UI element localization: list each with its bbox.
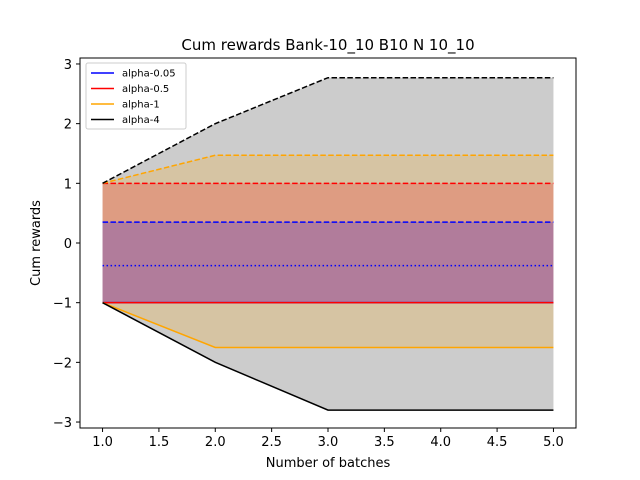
y-tick-label: −3: [53, 416, 72, 431]
y-axis-ticks: −3 −2 −1 0 1 2 3: [53, 58, 80, 431]
x-tick-label: 3.0: [318, 435, 339, 450]
legend-frame: [85, 62, 187, 130]
y-tick-label: 0: [64, 237, 72, 252]
confidence-bands: [102, 77, 554, 411]
x-tick-label: 2.0: [205, 435, 226, 450]
x-axis-label: Number of batches: [266, 456, 391, 471]
alpha-4-lower-line: [102, 302, 554, 411]
y-tick-label: −1: [53, 297, 72, 312]
alpha-1-band: [102, 155, 554, 348]
series-lines: [102, 76, 554, 411]
x-tick-label: 4.0: [430, 435, 451, 450]
alpha-0.5-band: [102, 183, 554, 303]
y-tick-label: 3: [64, 58, 72, 73]
chart-title: Cum rewards Bank-10_10 B10 N 10_10: [181, 36, 474, 55]
x-tick-label: 5.0: [543, 435, 564, 450]
alpha-4-upper-line: [102, 76, 554, 184]
y-tick-label: −2: [53, 356, 72, 371]
alpha-1-lower-line: [102, 301, 554, 349]
x-tick-label: 2.5: [261, 435, 282, 450]
alpha-4-band: [102, 77, 554, 411]
x-tick-label: 1.0: [92, 435, 113, 450]
alpha-0.5-legend-label: alpha-0.5: [122, 84, 169, 95]
x-tick-label: 4.5: [487, 435, 508, 450]
alpha-1-legend-label: alpha-1: [122, 100, 160, 111]
x-tick-label: 3.5: [374, 435, 395, 450]
alpha-0.05-legend-label: alpha-0.05: [122, 69, 176, 80]
alpha-0.05-band: [102, 222, 554, 303]
x-tick-label: 1.5: [149, 435, 170, 450]
legend: alpha-0.05 alpha-0.5 alpha-1 alpha-4: [85, 62, 187, 130]
alpha-4-legend-label: alpha-4: [122, 115, 160, 126]
y-tick-label: 1: [64, 177, 72, 192]
x-axis-ticks: 1.0 1.5 2.0 2.5 3.0 3.5 4.0 4.5 5.0: [92, 428, 564, 450]
y-axis-label: Cum rewards: [29, 200, 44, 286]
y-tick-label: 2: [64, 118, 72, 133]
